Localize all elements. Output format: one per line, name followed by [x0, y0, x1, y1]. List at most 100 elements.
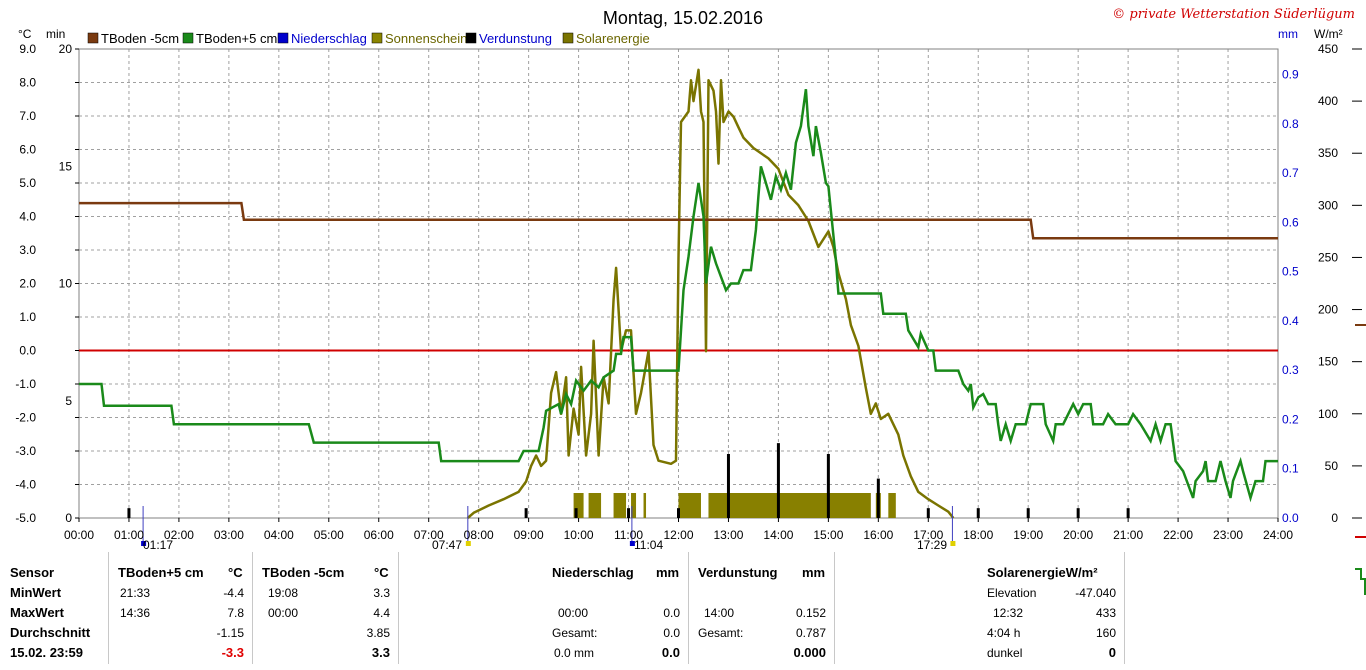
verd-gesamt-value: 0.787: [795, 626, 826, 640]
solar-duration-value: 160: [1095, 626, 1116, 640]
verd-max-time: 14:00: [704, 606, 735, 620]
tboden-plus5-line: [79, 89, 1278, 503]
legend-label: Niederschlag: [291, 31, 367, 46]
wm2-tick-label: 100: [1318, 407, 1338, 421]
legend-label: TBoden+5 cm: [196, 31, 277, 46]
sunshine-bar: [708, 493, 871, 518]
x-tick-label: 14:00: [763, 528, 793, 542]
mm-tick-label: 0.3: [1282, 363, 1299, 377]
temp-unit: °C: [18, 27, 32, 41]
grid: [79, 49, 1278, 518]
sunshine-bar: [588, 493, 602, 518]
mm-tick-label: 0.4: [1282, 314, 1299, 328]
x-tick-label: 05:00: [314, 528, 344, 542]
temp-tick-label: -4.0: [15, 478, 36, 492]
wm2-tick-label: 450: [1318, 42, 1338, 56]
nied-current-label: 0.0 mm: [554, 646, 595, 660]
mm-tick-label: 0.5: [1282, 265, 1299, 279]
wm2-tick-label: 250: [1318, 250, 1338, 264]
x-tick-label: 07:00: [414, 528, 444, 542]
legend-item: Solarenergie: [562, 31, 650, 46]
tp5-current: -3.3: [221, 645, 244, 660]
legend-label: Verdunstung: [479, 31, 552, 46]
chart-title: Montag, 15.02.2016: [603, 8, 763, 28]
mm-tick-label: 0.1: [1282, 462, 1299, 476]
x-tick-label: 19:00: [1013, 528, 1043, 542]
legend-swatch: [371, 32, 383, 44]
nied-gesamt-value: 0.0: [663, 626, 680, 640]
nied-current-value: 0.0: [661, 645, 680, 660]
solar-elevation-label: Elevation: [987, 586, 1037, 600]
x-tick-label: 09:00: [514, 528, 544, 542]
event-marker-dot: [629, 541, 635, 546]
solar-max-time: 12:32: [993, 606, 1024, 620]
table-divider: [398, 552, 399, 664]
wm2-tick-label: 400: [1318, 94, 1338, 108]
mm-tick-label: 0.7: [1282, 166, 1299, 180]
tp5-unit: °C: [228, 565, 243, 580]
legend-swatch: [562, 32, 574, 44]
temp-tick-label: 3.0: [19, 243, 36, 257]
x-tick-label: 17:00: [913, 528, 943, 542]
x-tick-label: 12:00: [663, 528, 693, 542]
legend-item: TBoden+5 cm: [182, 31, 277, 46]
verd-current-value: 0.000: [793, 645, 826, 660]
x-tick-label: 10:00: [564, 528, 594, 542]
wm2-tick-label: 300: [1318, 198, 1338, 212]
solar-dark-value: 0: [1108, 645, 1116, 660]
tp5-average: -1.15: [216, 626, 244, 640]
event-marker-label: 01:17: [143, 538, 173, 552]
current-datetime: 15.02. 23:59: [10, 645, 84, 660]
wm2-tick-label: 200: [1318, 303, 1338, 317]
temp-tick-label: 9.0: [19, 42, 36, 56]
temp-tick-label: 7.0: [19, 109, 36, 123]
temp-tick-label: 4.0: [19, 210, 36, 224]
sunshine-bar: [888, 493, 896, 518]
sunshine-bar: [613, 493, 627, 518]
table-divider: [834, 552, 835, 664]
nied-gesamt-label: Gesamt:: [552, 626, 598, 640]
min-tick-label: 0: [65, 511, 72, 525]
x-tick-label: 08:00: [464, 528, 494, 542]
tp5-min-time: 21:33: [120, 586, 151, 600]
x-tick-label: 04:00: [264, 528, 294, 542]
x-tick-label: 22:00: [1163, 528, 1193, 542]
tp5-max-value: 7.8: [227, 606, 244, 620]
series: [79, 68, 1278, 546]
tboden-minus5-line: [79, 201, 1278, 240]
tp5-max-time: 14:36: [120, 606, 151, 620]
chart: Montag, 15.02.2016 © private Wetterstatio…: [15, 7, 1366, 552]
x-tick-label: 18:00: [963, 528, 993, 542]
solar-energy-line: [466, 68, 955, 519]
sunshine-bar: [631, 493, 637, 518]
legend-item: Verdunstung: [465, 31, 552, 46]
legend-label: TBoden -5cm: [101, 31, 179, 46]
stats-table: Sensor MinWert MaxWert Durchschnitt 15.0…: [0, 552, 1366, 670]
solar-max-value: 433: [1095, 606, 1116, 620]
min-tick-label: 20: [59, 42, 73, 56]
sunshine-bar: [643, 493, 647, 518]
tm5-min-time: 19:08: [268, 586, 299, 600]
event-marker-label: 07:47: [432, 538, 462, 552]
min-tick-label: 15: [59, 159, 73, 173]
event-marker-dot: [141, 541, 147, 546]
temp-tick-label: 2.0: [19, 277, 36, 291]
temp-tick-label: 0.0: [19, 344, 36, 358]
tm5-unit: °C: [374, 565, 389, 580]
temp-tick-label: 8.0: [19, 76, 36, 90]
mm-tick-label: 0.2: [1282, 412, 1299, 426]
min-tick-label: 5: [65, 394, 72, 408]
solar-duration-label: 4:04 h: [987, 626, 1021, 640]
x-tick-label: 11:00: [614, 528, 643, 542]
mm-tick-label: 0.8: [1282, 117, 1299, 131]
x-tick-label: 02:00: [164, 528, 194, 542]
legend-label: Sonnenschein: [385, 31, 467, 46]
x-tick-label: 15:00: [813, 528, 843, 542]
wm2-tick-label: 350: [1318, 146, 1338, 160]
x-tick-label: 16:00: [863, 528, 893, 542]
nied-unit: mm: [656, 565, 680, 580]
sensor-header: Sensor: [10, 565, 55, 580]
legend-label: Solarenergie: [576, 31, 650, 46]
event-marker-label: 11:04: [634, 538, 663, 552]
x-tick-label: 13:00: [713, 528, 743, 542]
